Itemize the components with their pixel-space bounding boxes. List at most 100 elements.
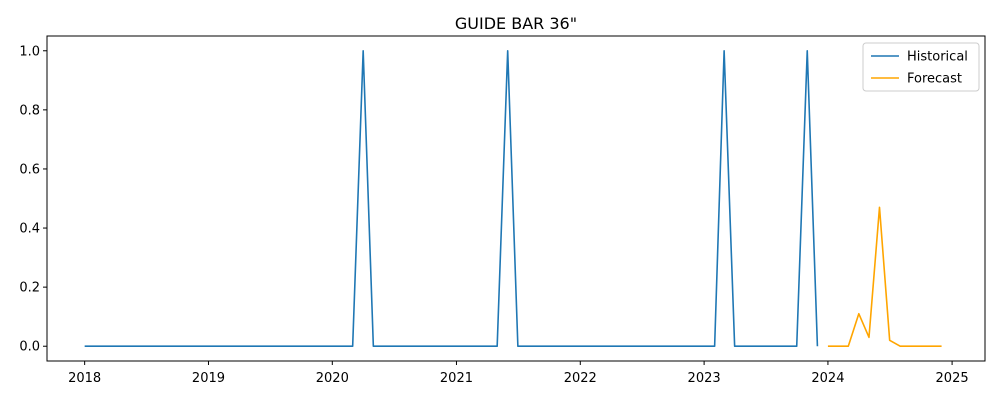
data-point	[672, 345, 674, 347]
data-point	[610, 345, 612, 347]
y-tick-label: 0.6	[19, 162, 40, 177]
x-tick-label: 2024	[811, 371, 844, 386]
data-point	[238, 345, 240, 347]
data-point	[414, 345, 416, 347]
data-point	[569, 345, 571, 347]
data-point	[785, 345, 787, 347]
data-point	[435, 345, 437, 347]
data-point	[538, 345, 540, 347]
data-point	[940, 345, 942, 347]
data-point	[383, 345, 385, 347]
y-tick-label: 0.0	[19, 340, 40, 355]
chart-title: GUIDE BAR 36"	[455, 14, 577, 33]
y-tick-label: 0.4	[19, 222, 40, 237]
data-point	[878, 206, 880, 208]
data-point	[94, 345, 96, 347]
data-point	[806, 50, 808, 52]
y-tick-label: 1.0	[19, 44, 40, 59]
data-point	[703, 345, 705, 347]
data-point	[723, 50, 725, 52]
data-point	[269, 345, 271, 347]
legend-label: Historical	[907, 50, 968, 65]
data-point	[145, 345, 147, 347]
series-line-forecast	[827, 206, 942, 348]
y-tick-label: 0.8	[19, 103, 40, 118]
data-point	[248, 345, 250, 347]
x-tick-label: 2023	[688, 371, 721, 386]
data-point	[517, 345, 519, 347]
data-point	[754, 345, 756, 347]
data-point	[300, 345, 302, 347]
data-point	[775, 345, 777, 347]
plot-frame	[46, 35, 986, 362]
data-point	[827, 345, 829, 347]
x-tick-label: 2021	[440, 371, 473, 386]
data-point	[218, 345, 220, 347]
legend: Historical Forecast	[862, 42, 980, 92]
data-point	[692, 345, 694, 347]
legend-label: Forecast	[907, 72, 962, 87]
data-point	[858, 313, 860, 315]
data-point	[620, 345, 622, 347]
data-point	[682, 345, 684, 347]
data-point	[630, 345, 632, 347]
data-point	[548, 345, 550, 347]
data-point	[342, 345, 344, 347]
data-point	[506, 50, 508, 52]
data-point	[910, 345, 912, 347]
data-point	[920, 345, 922, 347]
data-point	[259, 345, 261, 347]
data-point	[868, 336, 870, 338]
data-point	[331, 345, 333, 347]
data-point	[837, 345, 839, 347]
data-point	[651, 345, 653, 347]
data-point	[599, 345, 601, 347]
data-point	[351, 345, 353, 347]
data-point	[847, 345, 849, 347]
data-point	[124, 345, 126, 347]
data-point	[227, 345, 229, 347]
data-point	[888, 339, 890, 341]
x-tick-label: 2022	[564, 371, 597, 386]
data-point	[486, 345, 488, 347]
data-point	[662, 345, 664, 347]
data-point	[187, 345, 189, 347]
data-point	[403, 345, 405, 347]
data-point	[207, 345, 209, 347]
data-point	[475, 345, 477, 347]
data-point	[114, 345, 116, 347]
x-axis: 2018 2019 2020 2021 2022 2023 2024 2025	[68, 361, 969, 386]
data-point	[372, 345, 374, 347]
x-tick-label: 2018	[68, 371, 101, 386]
x-tick-label: 2020	[316, 371, 349, 386]
data-point	[445, 345, 447, 347]
data-point	[744, 345, 746, 347]
data-point	[310, 345, 312, 347]
data-point	[579, 345, 581, 347]
data-point	[424, 345, 426, 347]
data-point	[527, 345, 529, 347]
data-point	[279, 345, 281, 347]
data-point	[135, 345, 137, 347]
data-point	[103, 345, 105, 347]
data-point	[930, 345, 932, 347]
data-point	[816, 345, 818, 347]
data-point	[290, 345, 292, 347]
series-line-historical	[84, 49, 819, 348]
data-point	[362, 50, 364, 52]
data-point	[321, 345, 323, 347]
data-point	[764, 345, 766, 347]
data-point	[640, 345, 642, 347]
x-tick-label: 2025	[936, 371, 969, 386]
data-point	[796, 345, 798, 347]
y-axis: 0.0 0.2 0.4 0.6 0.8 1.0	[19, 44, 47, 355]
series-layer	[84, 49, 942, 348]
data-point	[496, 345, 498, 347]
legend-box	[862, 42, 980, 92]
data-point	[393, 345, 395, 347]
y-tick-label: 0.2	[19, 281, 40, 296]
data-point	[558, 345, 560, 347]
data-point	[899, 345, 901, 347]
x-tick-label: 2019	[192, 371, 225, 386]
